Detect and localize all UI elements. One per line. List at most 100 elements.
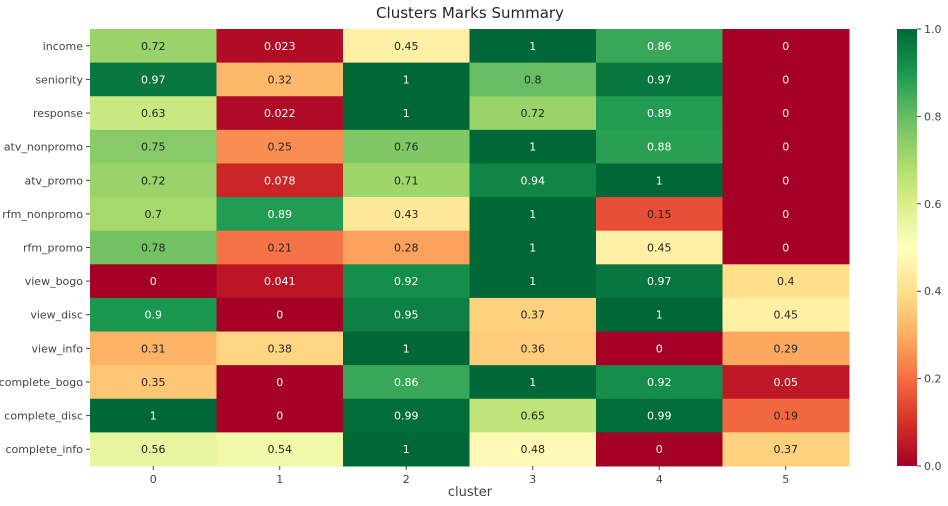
heatmap-cell xyxy=(722,29,850,64)
colorbar xyxy=(897,29,917,466)
cell-value-label: 1 xyxy=(403,73,410,86)
x-tick-labels: 0 1 2 3 4 5 xyxy=(150,466,789,486)
heatmap-cell xyxy=(90,129,217,164)
heatmap-cell xyxy=(596,197,723,232)
heatmap-cell xyxy=(216,163,344,198)
cell-value-label: 0.72 xyxy=(141,40,166,53)
cell-value-label: 1 xyxy=(150,410,157,423)
cell-value-label: 1 xyxy=(656,174,663,187)
heatmap-cell xyxy=(469,197,597,232)
heatmap-cell xyxy=(596,163,723,198)
cell-value-label: 0.99 xyxy=(647,410,672,423)
y-tick-label: rfm_nonpromo xyxy=(2,208,83,221)
cell-value-label: 0.7 xyxy=(145,208,163,221)
cell-value-label: 0.92 xyxy=(647,376,672,389)
heatmap-cell xyxy=(469,432,597,467)
heatmap-cell xyxy=(469,331,597,366)
cell-value-label: 0.99 xyxy=(394,410,419,423)
heatmap-cell xyxy=(722,197,850,232)
x-tick-label: 2 xyxy=(403,473,410,486)
y-tick-label: view_disc xyxy=(30,309,83,322)
y-tick-label: response xyxy=(33,107,83,120)
y-tick-label: complete_disc xyxy=(4,410,83,423)
cell-value-label: 0.078 xyxy=(264,174,296,187)
cell-value-label: 0.28 xyxy=(394,242,419,255)
cell-value-label: 0 xyxy=(276,410,283,423)
heatmap-cell xyxy=(596,264,723,299)
cell-value-label: 0 xyxy=(656,443,663,456)
cell-value-label: 0.19 xyxy=(774,410,799,423)
y-tick-label: seniority xyxy=(35,73,83,86)
cell-value-label: 0.43 xyxy=(394,208,419,221)
heatmap-cell xyxy=(343,29,470,64)
cell-value-label: 0 xyxy=(782,208,789,221)
y-tick-labels: income seniority response atv_nonpromo atv_p… xyxy=(0,40,90,456)
cell-value-label: 1 xyxy=(529,208,536,221)
heatmap-cell xyxy=(722,230,850,265)
heatmap-cell xyxy=(343,264,470,299)
heatmap-cell xyxy=(596,129,723,164)
cell-value-label: 0.37 xyxy=(521,309,546,322)
heatmap-cell xyxy=(722,331,850,366)
y-tick-label: atv_nonpromo xyxy=(4,141,83,154)
colorbar-tick-label: 0.2 xyxy=(924,373,942,386)
heatmap-cell xyxy=(216,197,344,232)
heatmap-cell xyxy=(216,331,344,366)
heatmap-cell xyxy=(343,96,470,131)
colorbar-tick-label: 0.0 xyxy=(924,460,942,473)
cell-value-label: 0.4 xyxy=(777,275,795,288)
heatmap-cell xyxy=(90,398,217,433)
heatmap-cell xyxy=(343,331,470,366)
cell-value-label: 0.78 xyxy=(141,242,166,255)
cell-value-label: 1 xyxy=(529,242,536,255)
heatmap-cell xyxy=(216,96,344,131)
heatmap-cell xyxy=(722,264,850,299)
cell-value-label: 1 xyxy=(403,443,410,456)
cell-value-label: 0 xyxy=(276,376,283,389)
heatmap-cell xyxy=(90,62,217,97)
cell-value-label: 0.88 xyxy=(647,141,672,154)
cell-value-label: 0.71 xyxy=(394,174,419,187)
x-tick-label: 4 xyxy=(656,473,663,486)
cell-value-label: 0.45 xyxy=(394,40,419,53)
cell-value-label: 0.54 xyxy=(268,443,293,456)
cell-value-label: 0.37 xyxy=(774,443,799,456)
cell-value-label: 0.31 xyxy=(141,342,166,355)
heatmap-cell xyxy=(90,197,217,232)
cell-value-label: 0 xyxy=(782,174,789,187)
heatmap-cell xyxy=(596,398,723,433)
heatmap-cell xyxy=(90,230,217,265)
heatmap-cell xyxy=(90,29,217,64)
cell-value-label: 1 xyxy=(529,141,536,154)
heatmap-cell xyxy=(469,96,597,131)
cell-value-label: 0.75 xyxy=(141,141,166,154)
heatmap-cell xyxy=(596,29,723,64)
cell-value-label: 0.97 xyxy=(141,73,166,86)
heatmap-cell xyxy=(343,432,470,467)
cell-value-label: 0.041 xyxy=(264,275,296,288)
cell-value-label: 1 xyxy=(529,376,536,389)
heatmap-cell xyxy=(90,96,217,131)
heatmap-cell xyxy=(596,297,723,333)
cell-value-label: 0.32 xyxy=(268,73,293,86)
cell-value-label: 0 xyxy=(782,141,789,154)
x-tick-label: 1 xyxy=(276,473,283,486)
heatmap-cell xyxy=(90,432,217,467)
heatmap-cell xyxy=(722,398,850,433)
cell-value-label: 1 xyxy=(529,275,536,288)
colorbar-ticks: 0.0 0.2 0.4 0.6 0.8 1.0 xyxy=(917,23,942,473)
heatmap-cells: 0.72 0.023 0.45 1 0.86 0 0.97 0.32 1 0.8 0.97 0 0.63… xyxy=(90,29,850,467)
heatmap-cell xyxy=(90,365,217,400)
heatmap-cell xyxy=(90,297,217,333)
heatmap-cell xyxy=(596,331,723,366)
cell-value-label: 0 xyxy=(782,242,789,255)
cell-value-label: 0.94 xyxy=(521,174,546,187)
cell-value-label: 0.97 xyxy=(647,275,672,288)
heatmap-cell xyxy=(90,331,217,366)
y-tick-label: complete_bogo xyxy=(0,376,83,389)
heatmap-cell xyxy=(722,365,850,400)
heatmap-cell xyxy=(343,398,470,433)
heatmap-cell xyxy=(216,62,344,97)
heatmap-cell xyxy=(469,365,597,400)
cell-value-label: 0.8 xyxy=(524,73,542,86)
